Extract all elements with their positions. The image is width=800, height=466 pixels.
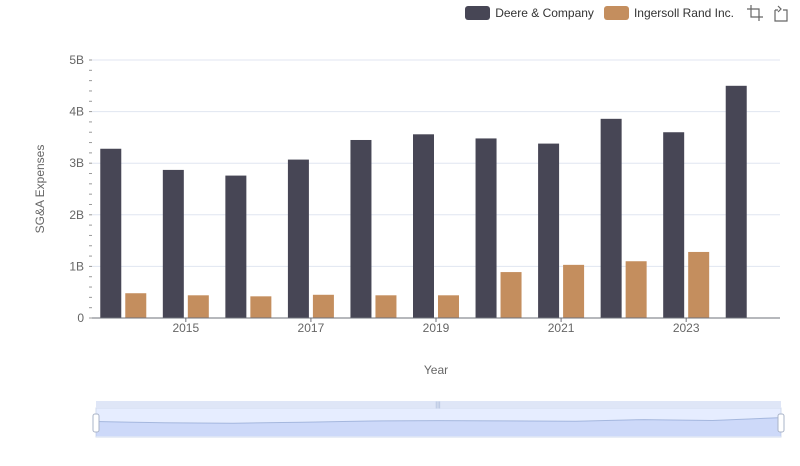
x-tick-label: 2019 <box>423 321 450 335</box>
bar-ingersoll-2018[interactable] <box>375 295 397 318</box>
toolbox <box>746 4 790 22</box>
bar-deere-2022[interactable] <box>600 118 622 318</box>
data-zoom-preview-line <box>95 417 782 424</box>
bar-ingersoll-2021[interactable] <box>563 264 585 318</box>
bar-deere-2017[interactable] <box>287 159 309 318</box>
data-zoom-handle-left[interactable] <box>92 413 100 433</box>
y-tick-label: 2B <box>69 208 84 222</box>
bar-deere-2023[interactable] <box>663 132 685 318</box>
bar-deere-2016[interactable] <box>225 175 247 318</box>
bar-ingersoll-2015[interactable] <box>187 295 209 318</box>
data-zoom-track[interactable] <box>95 407 782 438</box>
legend-swatch-deere <box>465 6 491 20</box>
data-zoom-icon[interactable] <box>746 4 764 22</box>
legend-swatch-ingersoll <box>603 6 629 20</box>
data-zoom-handle-right[interactable] <box>777 413 785 433</box>
bar-ingersoll-2016[interactable] <box>250 296 272 318</box>
bar-deere-2015[interactable] <box>162 169 184 318</box>
bar-ingersoll-2020[interactable] <box>500 272 522 318</box>
y-tick-label: 1B <box>69 259 84 273</box>
data-zoom-slider[interactable]: ||| <box>92 401 785 438</box>
x-axis-title: Year <box>424 363 448 377</box>
x-tick-label: 2021 <box>548 321 575 335</box>
legend-item-ingersoll[interactable]: Ingersoll Rand Inc. <box>603 6 734 20</box>
bar-ingersoll-2022[interactable] <box>625 261 647 318</box>
legend: Deere & Company Ingersoll Rand Inc. <box>465 4 790 22</box>
bar-deere-2024[interactable] <box>725 85 747 318</box>
bar-ingersoll-2023[interactable] <box>688 251 710 318</box>
bar-ingersoll-2019[interactable] <box>438 295 459 318</box>
bar-deere-2014[interactable] <box>100 148 122 318</box>
y-tick-label: 0 <box>77 311 84 325</box>
x-tick-label: 2015 <box>172 321 199 335</box>
y-tick-label: 5B <box>69 53 84 67</box>
legend-label-deere: Deere & Company <box>495 6 594 20</box>
legend-item-deere[interactable]: Deere & Company <box>465 6 594 20</box>
x-tick-label: 2017 <box>298 321 325 335</box>
x-tick-label: 2023 <box>673 321 700 335</box>
legend-label-ingersoll: Ingersoll Rand Inc. <box>633 6 734 20</box>
bar-deere-2018[interactable] <box>350 139 372 318</box>
y-tick-label: 4B <box>69 105 84 119</box>
data-zoom-top-bar[interactable] <box>96 401 781 408</box>
bar-ingersoll-2014[interactable] <box>125 293 147 318</box>
minor-ticks-layer <box>89 59 92 319</box>
zoom-reset-icon[interactable] <box>772 4 790 22</box>
data-zoom-preview-area <box>96 417 781 436</box>
bar-deere-2019[interactable] <box>413 134 434 318</box>
bar-deere-2021[interactable] <box>538 143 560 318</box>
data-zoom-grip-icon: ||| <box>435 402 441 409</box>
bars-layer <box>100 85 747 318</box>
axis-layer: 0 1B 2B 3B 4B 5B 2015 2017 2019 2021 2023 <box>69 53 780 335</box>
y-axis-title: SG&A Expenses <box>33 145 47 234</box>
bar-deere-2020[interactable] <box>475 138 497 318</box>
y-tick-label: 3B <box>69 156 84 170</box>
bar-ingersoll-2017[interactable] <box>312 294 334 318</box>
